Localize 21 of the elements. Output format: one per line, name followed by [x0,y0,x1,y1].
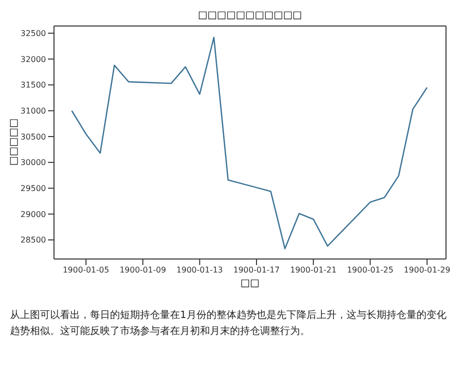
x-tick-label: 1900-01-05 [62,266,110,275]
y-tick-label: 30500 [20,132,46,142]
y-tick-label: 32500 [20,29,46,38]
x-tick-label: 1900-01-13 [176,266,223,275]
y-tick-label: 31000 [20,106,46,116]
x-tick-label: 1900-01-21 [290,266,337,275]
y-tick-label: 32000 [20,54,46,64]
x-tick-label: 1900-01-17 [233,266,280,275]
line-series [71,36,428,250]
y-tick-label: 28500 [20,236,46,245]
y-tick-label: 29500 [20,184,46,194]
y-axis-title: □□□□□ [8,118,20,166]
x-tick-label: 1900-01-25 [346,266,394,275]
y-tick-label: 29000 [20,210,46,219]
x-tick-label: 1900-01-29 [404,266,450,275]
x-tick-label: 1900-01-09 [120,266,166,275]
x-axis-title: □□ [240,278,260,289]
y-tick-label: 31500 [20,80,46,90]
text: 从上图可以看出，每日的短期持仓量在1月份的整体趋势也是先下降后上升，这与长期持仓量的变化趋势相似。这可能反映了市场参与者在月初和月末的持仓调整行为。 [10,308,448,339]
chart-title: □□□□□□□□□□□ [197,10,303,21]
y-tick-label: 30000 [20,158,46,168]
